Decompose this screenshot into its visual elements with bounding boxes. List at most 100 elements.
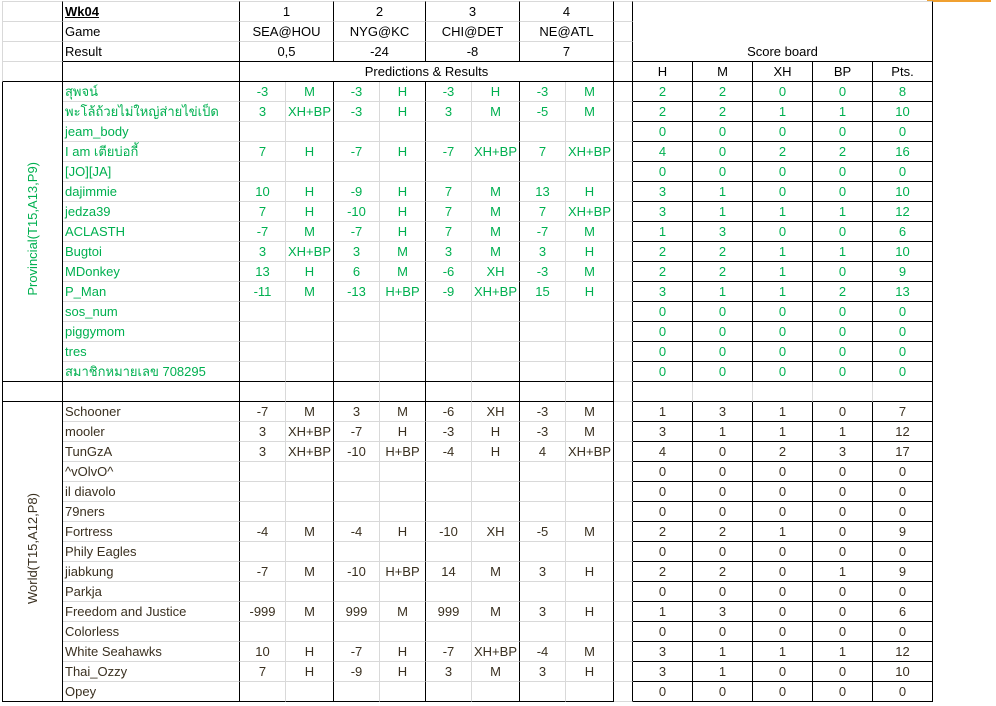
- score-xh[interactable]: 1: [753, 202, 813, 222]
- prediction-cell[interactable]: [520, 302, 566, 322]
- prediction-cell[interactable]: 3: [240, 242, 286, 262]
- result-cell[interactable]: H: [566, 662, 614, 682]
- score-bp[interactable]: 0: [813, 402, 873, 422]
- prediction-cell[interactable]: 13: [240, 262, 286, 282]
- prediction-cell[interactable]: 3: [426, 662, 472, 682]
- score-xh[interactable]: 0: [753, 82, 813, 102]
- prediction-cell[interactable]: -7: [334, 642, 380, 662]
- gap-cell[interactable]: [614, 182, 633, 202]
- prediction-cell[interactable]: -4: [334, 522, 380, 542]
- score-h[interactable]: 0: [633, 362, 693, 382]
- blank-cell[interactable]: [380, 382, 426, 402]
- player-name[interactable]: ACLASTH: [63, 222, 240, 242]
- prediction-cell[interactable]: [334, 502, 380, 522]
- blank-cell[interactable]: [520, 382, 566, 402]
- gap-cell[interactable]: [614, 242, 633, 262]
- prediction-cell[interactable]: [334, 322, 380, 342]
- score-pts[interactable]: 16: [873, 142, 933, 162]
- score-xh[interactable]: 1: [753, 262, 813, 282]
- prediction-cell[interactable]: [520, 462, 566, 482]
- gap-cell[interactable]: [614, 462, 633, 482]
- result-cell[interactable]: M: [472, 562, 520, 582]
- result-cell[interactable]: M: [286, 562, 334, 582]
- score-bp[interactable]: 0: [813, 662, 873, 682]
- prediction-cell[interactable]: 3: [426, 102, 472, 122]
- score-bp[interactable]: 0: [813, 302, 873, 322]
- blank-cell[interactable]: [873, 382, 933, 402]
- prediction-cell[interactable]: [240, 362, 286, 382]
- player-name[interactable]: mooler: [63, 422, 240, 442]
- score-xh[interactable]: 1: [753, 422, 813, 442]
- game-label[interactable]: Game: [63, 22, 240, 42]
- score-xh[interactable]: 0: [753, 182, 813, 202]
- score-m[interactable]: 0: [693, 122, 753, 142]
- game-1-result[interactable]: 0,5: [240, 42, 334, 62]
- prediction-cell[interactable]: [520, 322, 566, 342]
- prediction-cell[interactable]: -7: [240, 402, 286, 422]
- result-cell[interactable]: XH+BP: [566, 202, 614, 222]
- prediction-cell[interactable]: [334, 462, 380, 482]
- score-xh[interactable]: 0: [753, 662, 813, 682]
- result-cell[interactable]: XH: [472, 262, 520, 282]
- prediction-cell[interactable]: [240, 122, 286, 142]
- player-name[interactable]: สุพจน์: [63, 82, 240, 102]
- score-m[interactable]: 2: [693, 82, 753, 102]
- score-h[interactable]: 3: [633, 182, 693, 202]
- player-name[interactable]: Colorless: [63, 622, 240, 642]
- score-bp[interactable]: 0: [813, 582, 873, 602]
- result-cell[interactable]: [472, 462, 520, 482]
- result-cell[interactable]: XH: [472, 402, 520, 422]
- score-pts[interactable]: 0: [873, 462, 933, 482]
- result-cell[interactable]: H: [286, 182, 334, 202]
- prediction-cell[interactable]: -7: [334, 422, 380, 442]
- result-cell[interactable]: [472, 482, 520, 502]
- score-bp[interactable]: 1: [813, 242, 873, 262]
- result-cell[interactable]: H: [286, 642, 334, 662]
- game-4-matchup[interactable]: NE@ATL: [520, 22, 614, 42]
- score-bp[interactable]: 0: [813, 362, 873, 382]
- result-cell[interactable]: [286, 122, 334, 142]
- player-name[interactable]: Bugtoi: [63, 242, 240, 262]
- score-xh[interactable]: 0: [753, 222, 813, 242]
- player-name[interactable]: Phily Eagles: [63, 542, 240, 562]
- result-label[interactable]: Result: [63, 42, 240, 62]
- score-m[interactable]: 0: [693, 142, 753, 162]
- player-name[interactable]: 79ners: [63, 502, 240, 522]
- score-h[interactable]: 2: [633, 522, 693, 542]
- game-2-result[interactable]: -24: [334, 42, 426, 62]
- player-name[interactable]: Parkja: [63, 582, 240, 602]
- result-cell[interactable]: H: [380, 82, 426, 102]
- score-xh[interactable]: 0: [753, 322, 813, 342]
- result-cell[interactable]: M: [566, 422, 614, 442]
- score-xh[interactable]: 0: [753, 682, 813, 702]
- gap-cell[interactable]: [614, 222, 633, 242]
- score-pts[interactable]: 9: [873, 522, 933, 542]
- prediction-cell[interactable]: [334, 342, 380, 362]
- result-cell[interactable]: [566, 682, 614, 702]
- prediction-cell[interactable]: [240, 582, 286, 602]
- prediction-cell[interactable]: -10: [334, 442, 380, 462]
- prediction-cell[interactable]: [334, 302, 380, 322]
- score-m[interactable]: 0: [693, 302, 753, 322]
- result-cell[interactable]: M: [286, 522, 334, 542]
- player-name[interactable]: jiabkung: [63, 562, 240, 582]
- gap-cell[interactable]: [614, 362, 633, 382]
- prediction-cell[interactable]: [334, 122, 380, 142]
- prediction-cell[interactable]: -7: [520, 222, 566, 242]
- result-cell[interactable]: M: [566, 642, 614, 662]
- score-pts[interactable]: 8: [873, 82, 933, 102]
- player-name[interactable]: MDonkey: [63, 262, 240, 282]
- prediction-cell[interactable]: [520, 622, 566, 642]
- prediction-cell[interactable]: [240, 302, 286, 322]
- score-xh[interactable]: 0: [753, 342, 813, 362]
- score-pts[interactable]: 6: [873, 602, 933, 622]
- gap-cell[interactable]: [614, 42, 633, 62]
- blank-cell[interactable]: [753, 382, 813, 402]
- result-cell[interactable]: [380, 162, 426, 182]
- gap-cell[interactable]: [614, 402, 633, 422]
- gap-cell[interactable]: [614, 662, 633, 682]
- gap-cell[interactable]: [614, 262, 633, 282]
- result-cell[interactable]: [566, 582, 614, 602]
- prediction-cell[interactable]: 3: [520, 602, 566, 622]
- score-m[interactable]: 2: [693, 522, 753, 542]
